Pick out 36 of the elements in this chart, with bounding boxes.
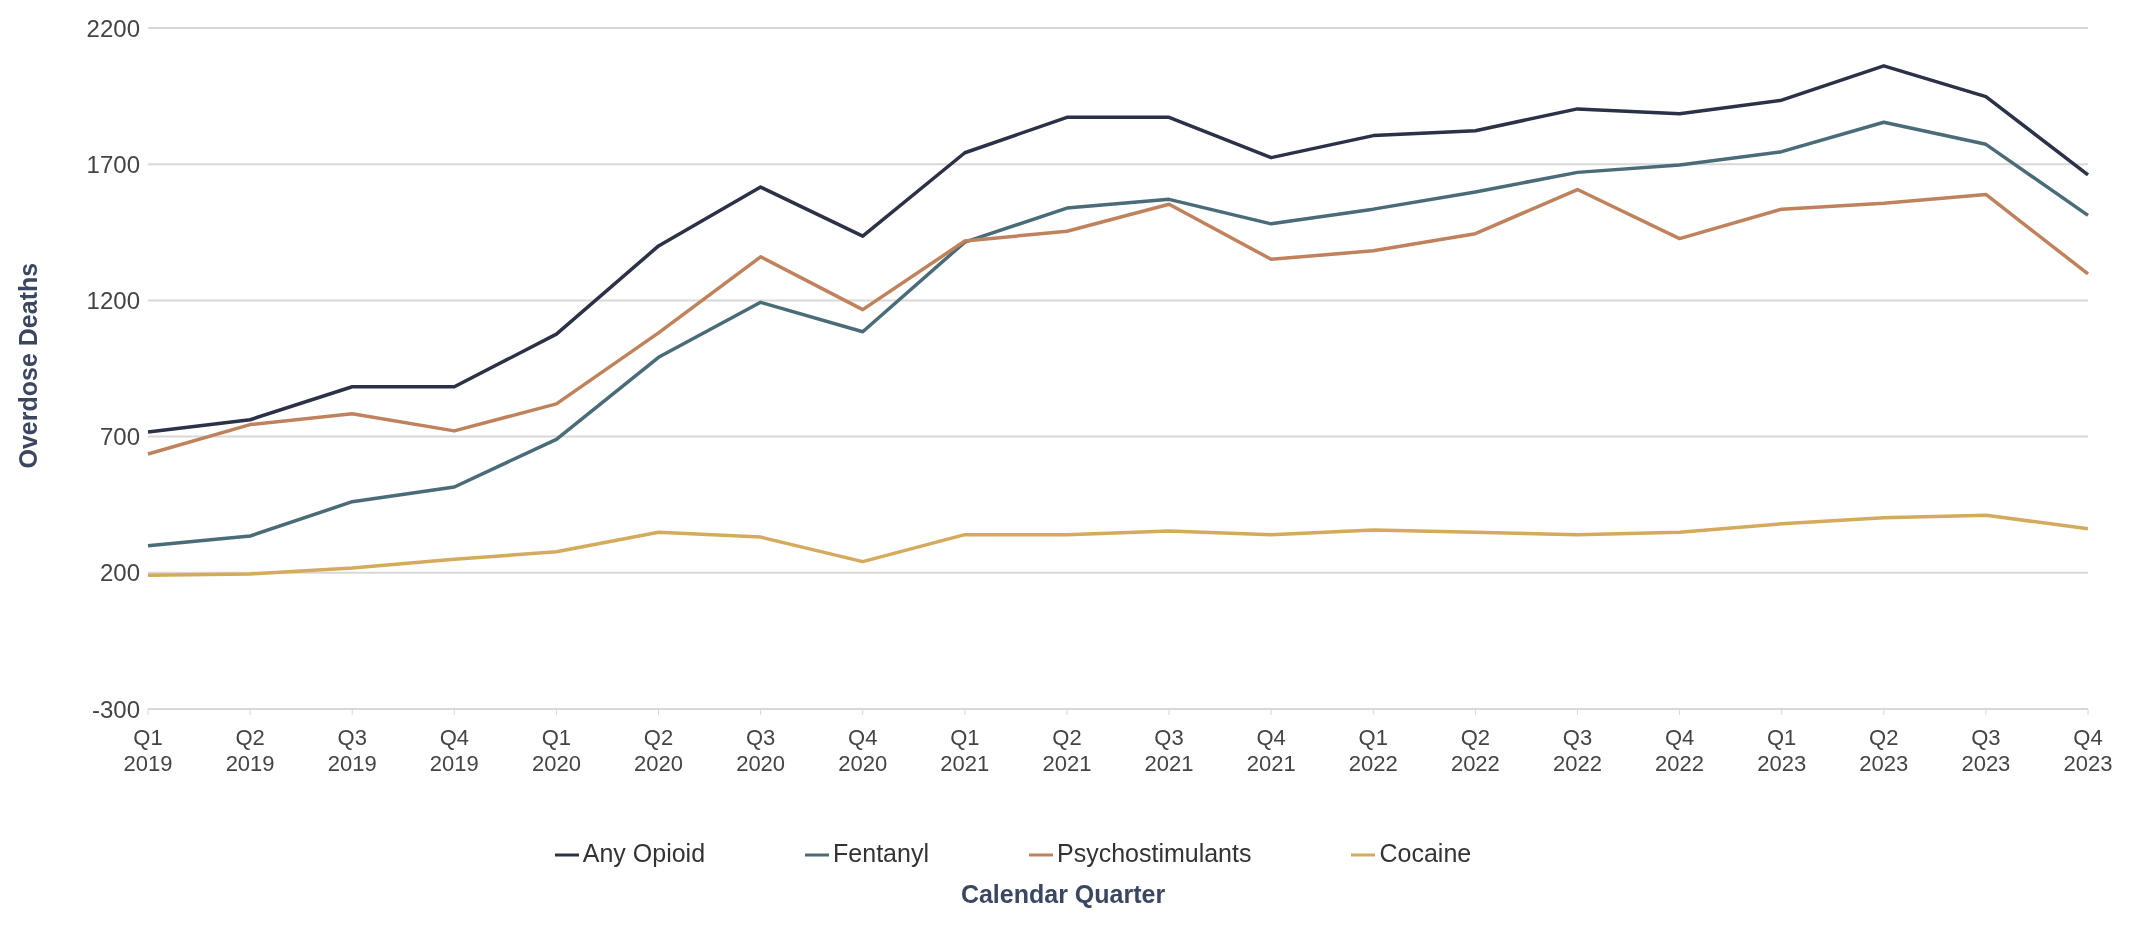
x-tick-label: Q1 2023 <box>1757 725 1807 776</box>
y-tick-label: 200 <box>99 559 140 587</box>
x-tick-label: Q2 2020 <box>634 725 683 776</box>
legend-label: Fentanyl <box>833 839 929 867</box>
y-tick-label: 2200 <box>86 14 140 42</box>
line-series <box>146 513 2090 577</box>
x-tick-label: Q4 2020 <box>838 725 888 776</box>
y-tick-label: 700 <box>99 423 140 451</box>
x-tick-label: Q3 2019 <box>327 725 377 776</box>
legend-label: Cocaine <box>1379 839 1472 867</box>
x-tick-label: Q1 2020 <box>531 725 581 776</box>
x-tick-label: Q4 2022 <box>1655 725 1705 776</box>
x-tick-label: Q3 2022 <box>1553 725 1602 776</box>
x-axis-title: Calendar Quarter <box>959 880 1167 909</box>
x-tick-label: Q3 2023 <box>1961 725 2011 776</box>
x-tick-label: Q4 2023 <box>2063 725 2113 776</box>
legend-label: Psychostimulants <box>1056 839 1252 867</box>
line-series <box>146 64 2090 434</box>
x-tick-label: Q1 2019 <box>123 725 173 776</box>
y-tick-label: 1700 <box>86 150 140 178</box>
x-tick-label: Q4 2021 <box>1246 725 1296 776</box>
x-tick-label: Q2 2019 <box>225 725 275 776</box>
x-tick-label: Q1 2021 <box>940 725 990 776</box>
x-tick-label: Q3 2021 <box>1144 725 1194 776</box>
y-tick-label: 1200 <box>86 286 140 314</box>
line-series <box>146 120 2090 548</box>
x-tick-label: Q4 2019 <box>429 725 479 776</box>
x-tick-label: Q3 2020 <box>736 725 786 776</box>
x-tick-label: Q2 2022 <box>1450 725 1500 776</box>
x-tick-label: Q2 2021 <box>1042 725 1092 776</box>
y-tick-label: -300 <box>91 695 140 723</box>
legend-label: Any Opioid <box>582 839 706 867</box>
x-tick-label: Q1 2022 <box>1348 725 1398 776</box>
line-series <box>146 187 2090 456</box>
y-axis-title: Overdose Deaths <box>13 262 42 469</box>
x-tick-label: Q2 2023 <box>1859 725 1909 776</box>
